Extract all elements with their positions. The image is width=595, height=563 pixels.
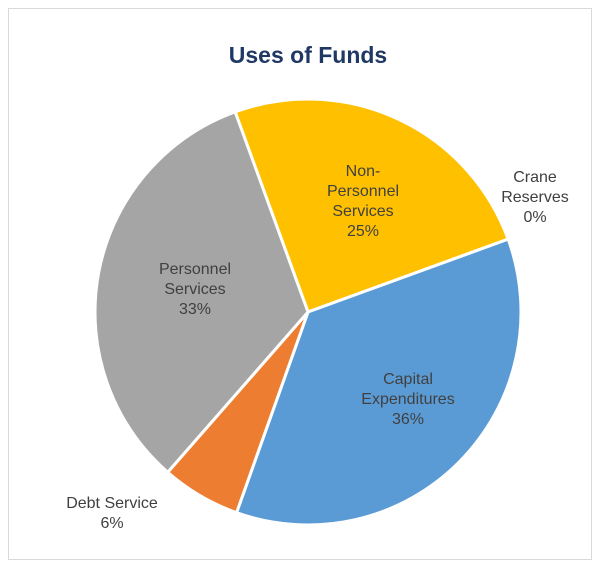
chart-frame [8, 8, 592, 560]
pie-slice [233, 97, 510, 314]
data-label: Crane Reserves 0% [490, 168, 580, 228]
pie-slice [93, 110, 310, 474]
value-label: 36% [391, 411, 425, 428]
data-label: Non-Personnel Services 25% [303, 162, 423, 242]
category-label: Non-Personnel Services [326, 163, 400, 220]
category-label: Personnel Services [158, 261, 232, 298]
value-label: 33% [178, 301, 212, 318]
category-label: Capital Expenditures [361, 371, 455, 408]
value-label: 25% [346, 223, 380, 240]
category-label: Crane Reserves [501, 169, 569, 206]
pie-slice [235, 237, 523, 527]
data-label: Personnel Services 33% [135, 260, 255, 320]
value-label: 6% [100, 515, 124, 532]
data-label: Debt Service 6% [52, 494, 172, 534]
data-label: Capital Expenditures 36% [348, 370, 468, 430]
category-label: Debt Service [66, 495, 158, 512]
value-label: 0% [523, 209, 547, 226]
chart-title: Uses of Funds [229, 42, 387, 68]
